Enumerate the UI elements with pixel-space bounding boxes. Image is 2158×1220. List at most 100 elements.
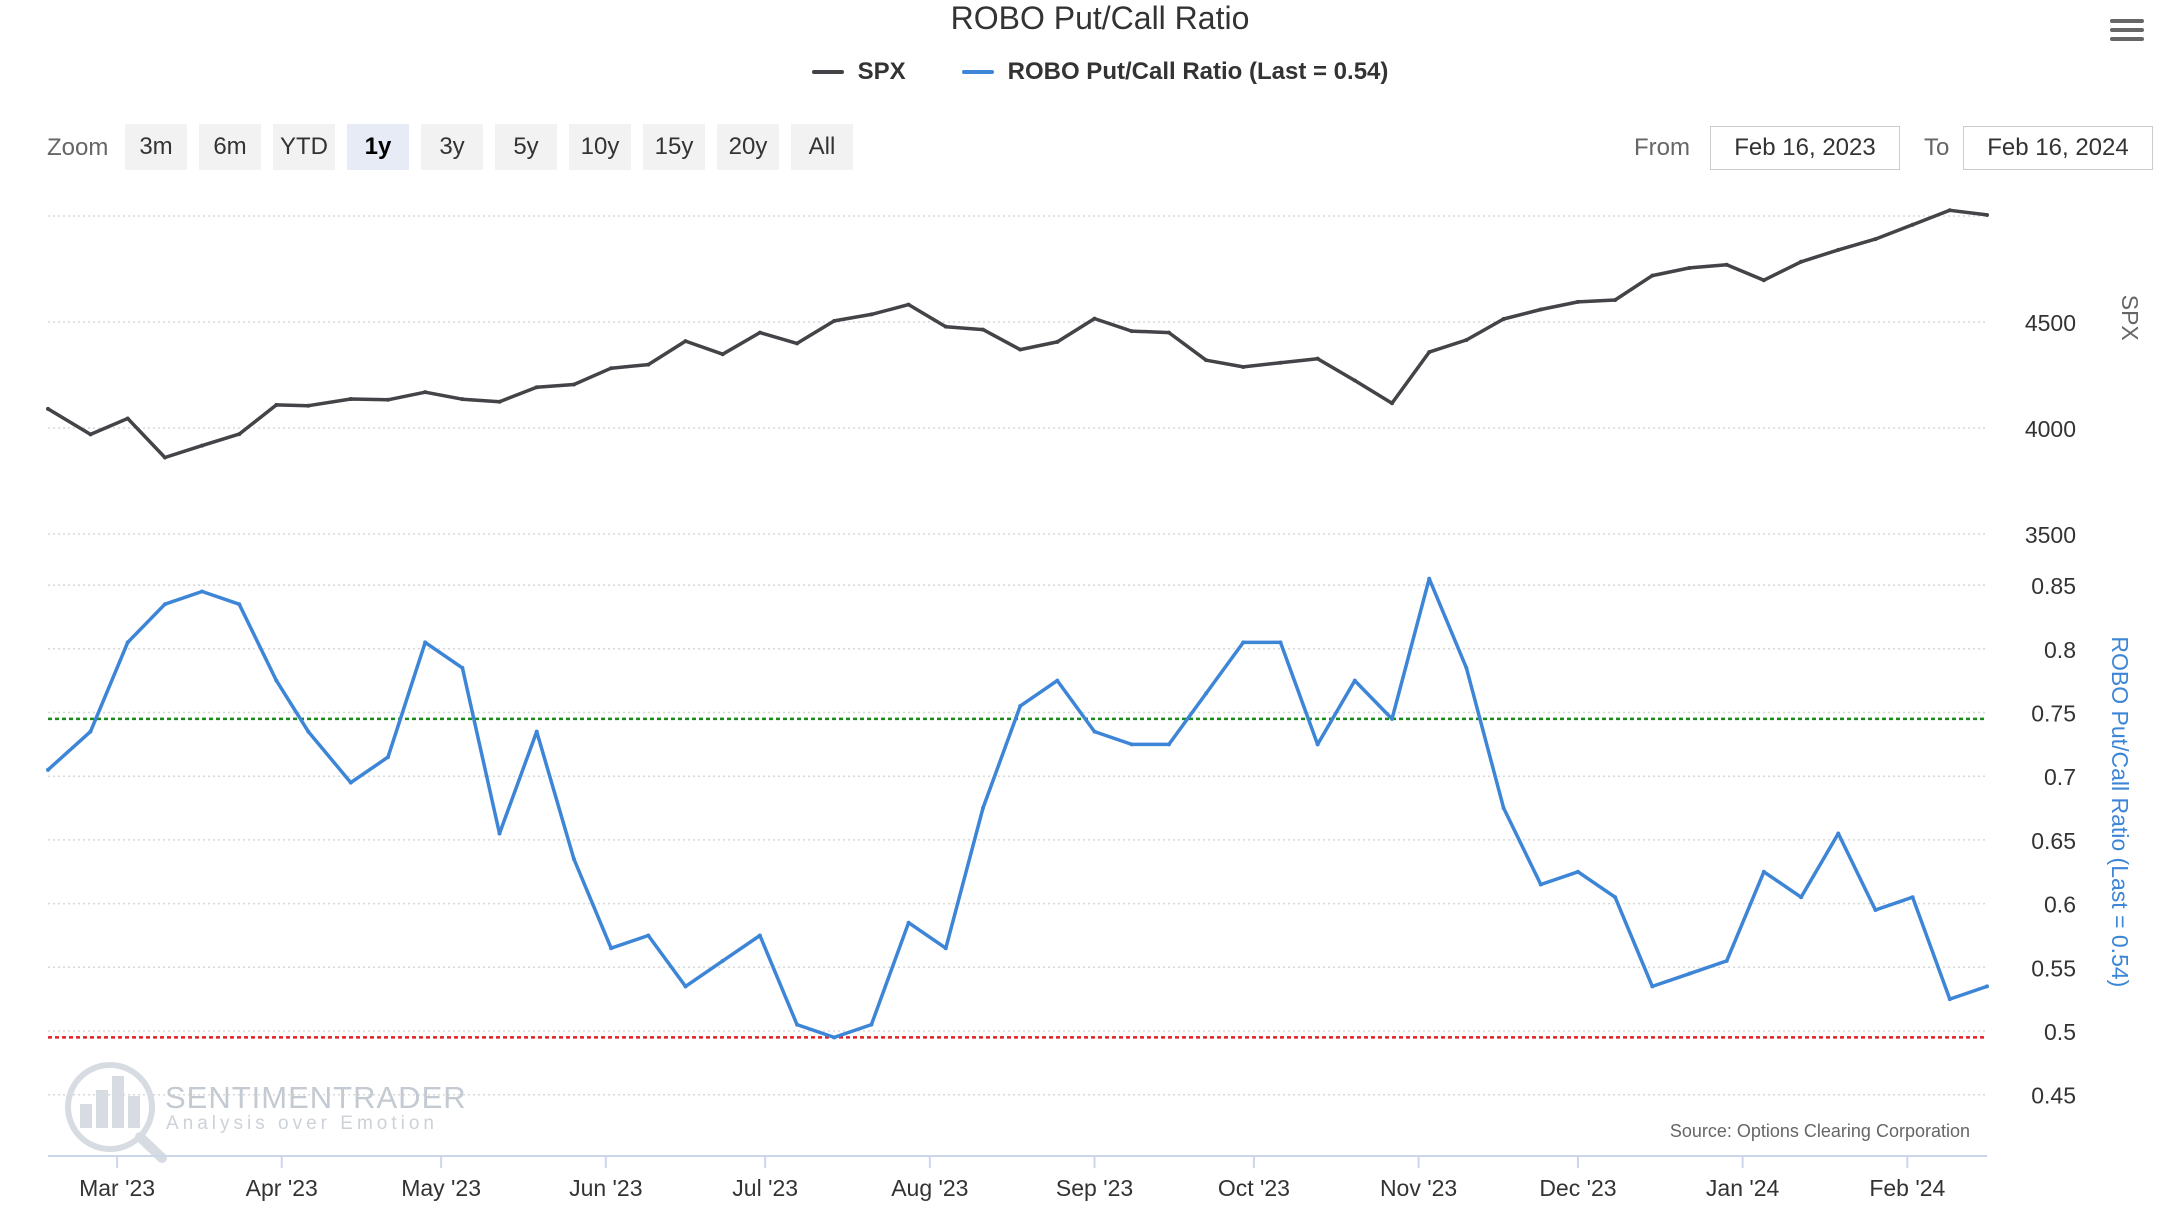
data-point-spx (460, 397, 465, 402)
y-tick-label-robo: 0.65 (2031, 828, 2076, 854)
data-point-robo (1910, 895, 1915, 900)
data-point-robo (1947, 997, 1952, 1002)
legend-label-robo: ROBO Put/Call Ratio (Last = 0.54) (1007, 58, 1389, 85)
data-point-robo (1799, 895, 1804, 900)
data-point-spx (1315, 356, 1320, 361)
data-point-robo (571, 857, 576, 862)
data-point-robo (980, 806, 985, 811)
y-axis-title-robo: ROBO Put/Call Ratio (Last = 0.54) (2107, 636, 2133, 987)
x-tick-label: Mar '23 (79, 1175, 155, 1201)
logo-bar (112, 1076, 124, 1128)
y-tick-label-robo: 0.5 (2044, 1019, 2076, 1045)
legend-swatch-spx (811, 70, 844, 74)
data-point-spx (832, 318, 837, 323)
data-point-robo (1538, 882, 1543, 887)
x-tick-label: May '23 (401, 1175, 481, 1201)
logo-bar (128, 1096, 140, 1128)
data-point-spx (1129, 329, 1134, 334)
data-point-spx (274, 402, 279, 407)
data-point-robo (1613, 895, 1618, 900)
data-point-robo (1761, 869, 1766, 874)
y-tick-label-spx: 4500 (2025, 310, 2076, 336)
legend-label-spx: SPX (857, 58, 906, 85)
data-point-robo (1055, 678, 1060, 683)
logo-bar (80, 1104, 92, 1128)
legend-item-spx[interactable]: SPX (811, 58, 906, 86)
data-point-robo (348, 780, 353, 785)
zoom-button-all[interactable]: All (791, 124, 853, 170)
zoom-button-3m[interactable]: 3m (125, 124, 187, 170)
data-point-robo (1650, 984, 1655, 989)
data-point-robo (237, 602, 242, 607)
data-point-spx (1761, 278, 1766, 283)
zoom-button-10y[interactable]: 10y (569, 124, 631, 170)
zoom-button-1y[interactable]: 1y (347, 124, 409, 170)
data-point-robo (1836, 831, 1841, 836)
data-point-spx (1390, 401, 1395, 406)
data-point-robo (1204, 691, 1209, 696)
zoom-button-5y[interactable]: 5y (495, 124, 557, 170)
zoom-button-ytd[interactable]: YTD (273, 124, 335, 170)
y-tick-label-robo: 0.75 (2031, 701, 2076, 727)
data-point-robo (1166, 742, 1171, 747)
zoom-button-15y[interactable]: 15y (643, 124, 705, 170)
data-point-spx (1650, 273, 1655, 278)
y-tick-label-spx: 4000 (2025, 416, 2076, 442)
data-point-robo (1724, 958, 1729, 963)
data-point-spx (1055, 339, 1060, 344)
data-point-spx (348, 396, 353, 401)
data-point-spx (795, 341, 800, 346)
sentimentrader-logo-icon (65, 1062, 167, 1163)
data-point-robo (46, 767, 50, 772)
data-point-spx (46, 406, 50, 411)
data-point-spx (1724, 262, 1729, 267)
data-point-spx (423, 390, 428, 395)
x-tick-label: Dec '23 (1539, 1175, 1616, 1201)
chart-title: ROBO Put/Call Ratio (950, 0, 1250, 36)
data-point-spx (980, 327, 985, 332)
data-point-robo (757, 933, 762, 938)
data-point-robo (1390, 716, 1395, 721)
data-point-spx (1166, 330, 1171, 335)
logo-bar (96, 1090, 108, 1128)
series-line-robo (46, 576, 1988, 1040)
data-point-robo (1092, 729, 1097, 734)
data-point-spx (1538, 307, 1543, 312)
axes: 3500 4000 4500 0.45 0.5 0.55 0.6 0.65 0.7 0.75 0.8… (48, 295, 2143, 1201)
x-tick-label: Jun '23 (569, 1175, 642, 1201)
data-point-robo (832, 1035, 837, 1040)
data-point-spx (237, 432, 242, 437)
y-tick-label-robo: 0.55 (2031, 955, 2076, 981)
from-date-input[interactable] (1710, 126, 1900, 170)
data-point-spx (1352, 378, 1357, 383)
data-point-spx (869, 312, 874, 317)
data-point-spx (1501, 317, 1506, 322)
data-point-robo (200, 589, 205, 594)
grid-lines (48, 215, 1987, 1096)
source-note: Source: Options Clearing Corporation (1669, 1121, 1970, 1141)
data-point-spx (162, 455, 167, 460)
hamburger-menu-icon[interactable] (2110, 14, 2144, 44)
data-point-robo (125, 640, 130, 645)
data-point-spx (534, 385, 539, 390)
zoom-button-6m[interactable]: 6m (199, 124, 261, 170)
data-point-robo (1278, 640, 1283, 645)
legend-item-robo[interactable]: ROBO Put/Call Ratio (Last = 0.54) (961, 58, 1389, 86)
y-tick-label-robo: 0.45 (2031, 1083, 2076, 1109)
zoom-button-3y[interactable]: 3y (421, 124, 483, 170)
data-point-spx (683, 339, 688, 344)
x-tick-label: Aug '23 (891, 1175, 968, 1201)
data-point-robo (906, 920, 911, 925)
zoom-button-20y[interactable]: 20y (717, 124, 779, 170)
to-date-input[interactable] (1963, 126, 2153, 170)
data-point-spx (1910, 222, 1915, 227)
data-point-robo (1501, 806, 1506, 811)
x-tick-label: Nov '23 (1380, 1175, 1457, 1201)
data-point-robo (943, 946, 948, 951)
data-point-spx (497, 399, 502, 404)
y-tick-label-robo: 0.6 (2044, 892, 2076, 918)
data-point-spx (1836, 247, 1841, 252)
y-tick-label-spx: 3500 (2025, 522, 2076, 548)
data-point-robo (1352, 678, 1357, 683)
